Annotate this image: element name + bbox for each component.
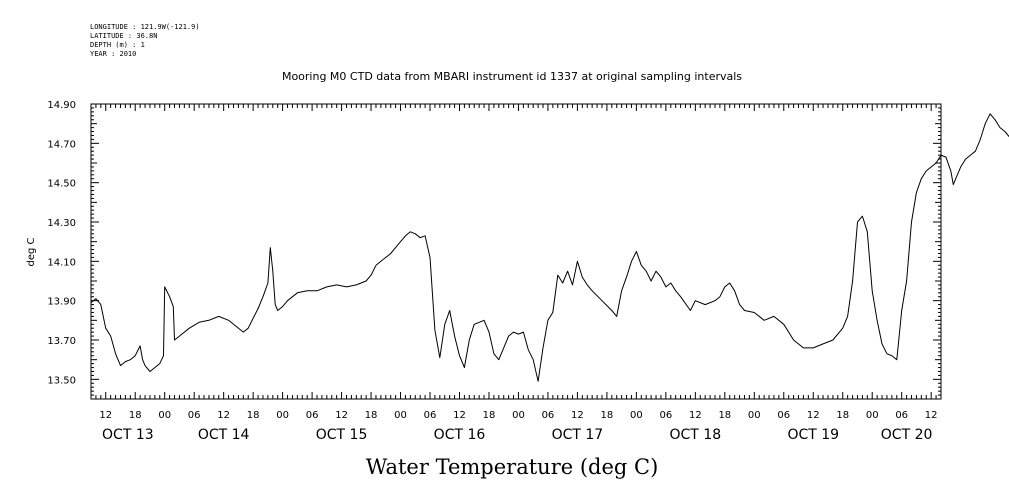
x-day-label: OCT 15 [316,427,368,443]
y-tick-label: 14.10 [47,257,76,268]
latitude-label: LATITUDE : 36.8N [90,32,157,40]
series-line-0 [90,113,1009,382]
x-axis-label: Water Temperature (deg C) [366,455,659,479]
x-hour-label: 12 [99,410,112,421]
year-label: YEAR : 2010 [90,50,136,58]
x-hour-label: 06 [188,410,201,421]
x-hour-label: 06 [306,410,319,421]
x-hour-label: 06 [424,410,437,421]
x-day-label: OCT 14 [198,427,250,443]
x-hour-label: 00 [158,410,171,421]
x-hour-label: 18 [247,410,260,421]
x-hour-label: 06 [895,410,908,421]
longitude-label: LONGITUDE : 121.9W(-121.9) [90,23,200,31]
x-day-label: OCT 16 [434,427,486,443]
x-day-label: OCT 17 [552,427,604,443]
x-hour-label: 06 [542,410,555,421]
plot-frame [90,103,942,400]
x-hour-label: 18 [365,410,378,421]
x-hour-label: 18 [601,410,614,421]
chart-title: Mooring M0 CTD data from MBARI instrumen… [282,70,742,83]
x-day-label: OCT 18 [670,427,722,443]
x-hour-label: 00 [276,410,289,421]
y-tick-label: 14.50 [47,179,76,190]
x-hour-label: 12 [571,410,584,421]
series-group [90,113,1009,382]
x-hour-label: 00 [394,410,407,421]
y-tick-label: 13.70 [47,336,76,347]
y-tick-label: 13.90 [47,297,76,308]
x-day-label: OCT 20 [881,427,933,443]
x-hour-label: 12 [925,410,938,421]
y-tick-label: 13.50 [47,375,76,386]
x-hour-label: 12 [453,410,466,421]
x-hour-label: 00 [866,410,879,421]
x-hour-label: 18 [836,410,849,421]
x-axis: 12 18 00 06 12 18 00 06 12 18 00 06 12 18 00 06 12 18 00 06… [90,104,942,443]
x-day-label: OCT 13 [102,427,154,443]
x-hour-label: 12 [807,410,820,421]
x-hour-label: 12 [335,410,348,421]
y-axis-label: deg C [26,237,37,266]
y-axis: 13.50 13.70 13.90 14.10 14.30 14.50 14.70 14.90 [47,100,941,400]
x-day-label: OCT 19 [787,427,839,443]
x-hour-label: 00 [512,410,525,421]
x-hour-label: 00 [748,410,761,421]
x-hour-label: 18 [483,410,496,421]
x-hour-label: 06 [659,410,672,421]
y-tick-label: 14.70 [47,139,76,150]
x-hour-label: 06 [777,410,790,421]
y-tick-label: 14.30 [47,218,76,229]
x-hour-label: 18 [129,410,142,421]
x-hour-label: 00 [630,410,643,421]
x-hour-label: 12 [689,410,702,421]
depth-label: DEPTH (m) : 1 [90,41,145,49]
x-hour-label: 12 [217,410,230,421]
y-tick-label: 14.90 [47,100,76,111]
x-hour-label: 18 [718,410,731,421]
